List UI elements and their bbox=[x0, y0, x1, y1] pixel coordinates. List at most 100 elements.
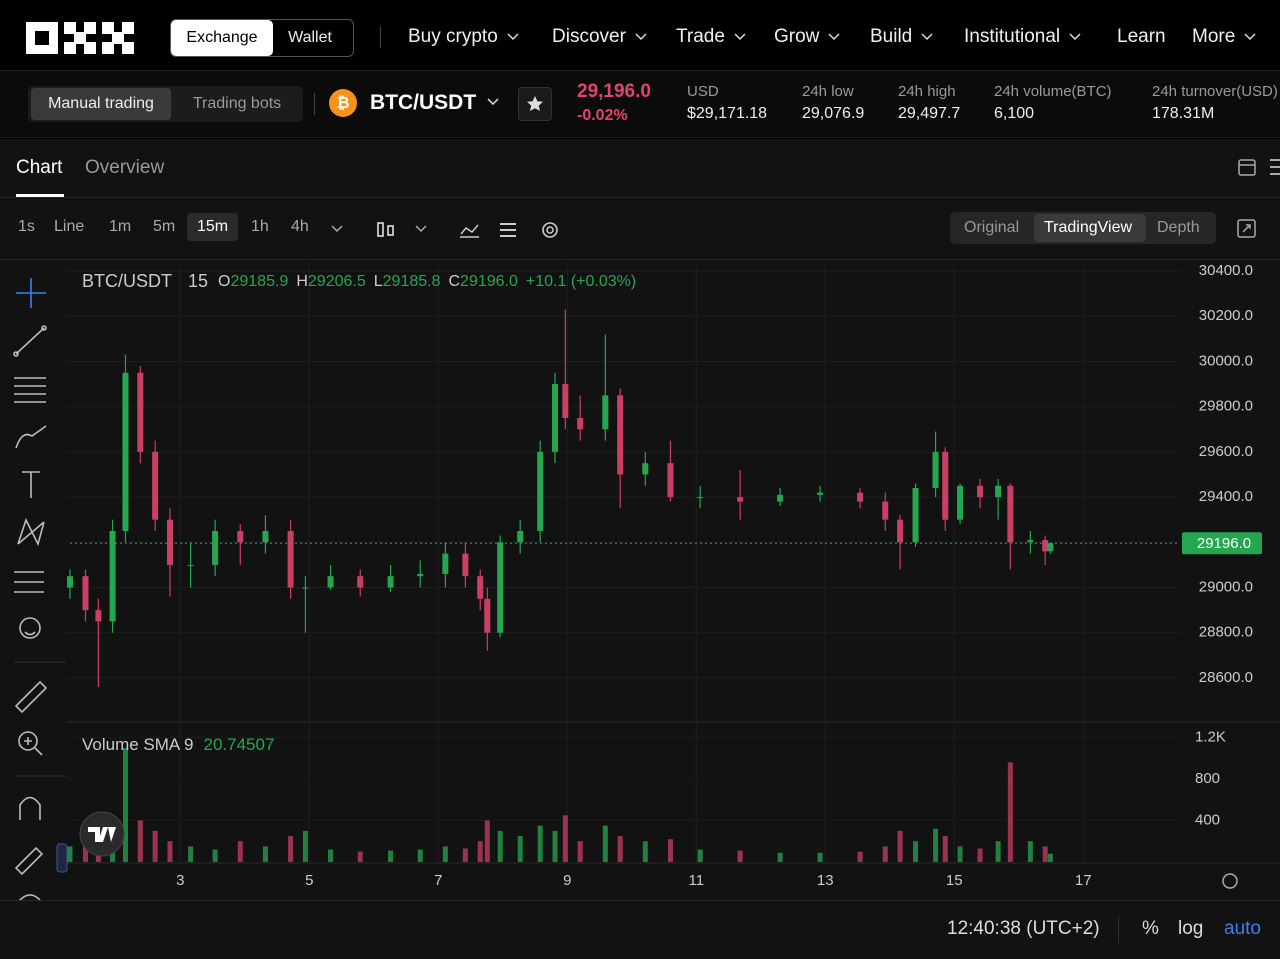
volume-bar bbox=[697, 849, 703, 862]
chevron bbox=[1244, 33, 1256, 41]
candle-body bbox=[897, 519, 904, 543]
y-tick-label: 29600.0 bbox=[1199, 443, 1253, 460]
volume-bar bbox=[82, 841, 88, 862]
y-tick-label: 29400.0 bbox=[1199, 488, 1253, 505]
candle-body bbox=[442, 553, 449, 574]
legend-part: 29196.0 bbox=[460, 273, 518, 290]
interval[interactable]: 5m bbox=[153, 218, 176, 235]
volume-bar bbox=[357, 851, 363, 862]
volume-bar bbox=[237, 841, 243, 862]
nav-item[interactable]: Buy crypto bbox=[408, 26, 520, 48]
y-tick-label: 30400.0 bbox=[1199, 262, 1253, 279]
volume-bar bbox=[562, 815, 568, 862]
toggle-option[interactable]: Exchange bbox=[171, 20, 273, 56]
candle-body bbox=[1042, 540, 1049, 552]
interval[interactable]: 4h bbox=[291, 218, 309, 235]
volume-bar bbox=[995, 841, 1001, 862]
stat-label: 24h turnover(USD) bbox=[1152, 83, 1278, 100]
logo[interactable] bbox=[26, 22, 134, 54]
volume-bar bbox=[288, 836, 294, 862]
mode-option[interactable]: Trading bots bbox=[192, 95, 282, 112]
interval[interactable]: Line bbox=[54, 218, 85, 235]
stat-value: 6,100 bbox=[994, 105, 1035, 122]
log-toggle[interactable]: log bbox=[1178, 918, 1204, 939]
candle-body bbox=[497, 542, 504, 633]
volume-bar bbox=[942, 836, 948, 862]
tool-icons[interactable] bbox=[326, 220, 566, 240]
view-option[interactable]: Original bbox=[964, 219, 1020, 236]
last-price-label: 29196.0 bbox=[1197, 535, 1251, 552]
candle-body bbox=[602, 395, 609, 430]
candle-body bbox=[1027, 540, 1034, 543]
candle-body bbox=[562, 384, 569, 418]
volume-bar bbox=[188, 846, 194, 862]
ticker-bar: Manual trading Trading bots ₿ BTC/USDT 2… bbox=[0, 71, 1280, 138]
volume-bar bbox=[933, 828, 939, 862]
interval[interactable]: 1h bbox=[251, 218, 269, 235]
legend-part: 29206.5 bbox=[308, 273, 366, 290]
y-tick-label: 29800.0 bbox=[1199, 398, 1253, 415]
auto-toggle[interactable]: auto bbox=[1224, 918, 1261, 939]
view-option[interactable]: TradingView bbox=[1044, 219, 1133, 236]
candle-body bbox=[212, 530, 219, 565]
view-option[interactable]: Depth bbox=[1157, 219, 1200, 236]
stat-value: 29,497.7 bbox=[898, 105, 961, 122]
x-tick-label: 15 bbox=[946, 872, 963, 889]
chevron[interactable] bbox=[486, 97, 500, 107]
candle-body bbox=[1047, 543, 1054, 552]
volume-bar bbox=[642, 841, 648, 862]
candle-body bbox=[932, 451, 939, 489]
stat-value: $29,171.18 bbox=[687, 105, 768, 122]
legend-part: BTC/USDT bbox=[82, 271, 172, 291]
mode-switch: Manual trading Trading bots bbox=[28, 86, 303, 122]
x-tick-label: 17 bbox=[1075, 872, 1092, 889]
legend-part: +10.1 (+0.03%) bbox=[526, 273, 636, 290]
nav-item[interactable]: Learn bbox=[1117, 26, 1166, 47]
nav-item[interactable]: Trade bbox=[676, 26, 747, 48]
stat-label: USD bbox=[687, 83, 719, 100]
volume-bar bbox=[577, 841, 583, 862]
top-nav: Exchange Wallet Buy crypto Discover Trade G… bbox=[0, 0, 1280, 71]
candle-body bbox=[237, 530, 244, 543]
pair[interactable]: BTC/USDT bbox=[370, 91, 477, 114]
nav-item[interactable]: Build bbox=[870, 26, 934, 48]
candle-body bbox=[517, 530, 524, 543]
drawing-tools[interactable] bbox=[0, 260, 66, 900]
collapse-handle bbox=[56, 843, 68, 873]
nav-item[interactable]: Grow bbox=[774, 26, 841, 48]
chevron bbox=[507, 33, 519, 41]
volume-bar bbox=[388, 850, 394, 862]
favorite-button[interactable] bbox=[518, 87, 552, 121]
toggle-option[interactable]: Wallet bbox=[288, 29, 332, 46]
tab[interactable]: Chart bbox=[16, 157, 63, 178]
candle-body bbox=[737, 497, 744, 502]
clock: 12:40:38 (UTC+2) bbox=[947, 918, 1100, 939]
view-switch: Original TradingView Depth bbox=[950, 212, 1216, 244]
svg-text:₿: ₿ bbox=[336, 94, 349, 112]
settings-icon bbox=[1222, 873, 1238, 889]
tab[interactable]: Overview bbox=[85, 157, 165, 178]
candle-body bbox=[387, 576, 394, 588]
chevron bbox=[734, 33, 746, 41]
last-price-tag bbox=[1182, 532, 1262, 555]
x-tick-label: 9 bbox=[563, 872, 571, 889]
interval[interactable]: 1m bbox=[109, 218, 132, 235]
y-tick-label: 400 bbox=[1195, 811, 1220, 828]
candle-body bbox=[477, 576, 484, 599]
percent-toggle[interactable]: % bbox=[1142, 918, 1159, 939]
layout-icons[interactable] bbox=[1236, 157, 1280, 179]
ohlc-legend: BTC/USDT 15 O29185.9 H29206.5 L29185.8 C29196… bbox=[82, 271, 636, 291]
fullscreen-icon[interactable] bbox=[1236, 218, 1258, 240]
nav-item[interactable]: Institutional bbox=[964, 26, 1082, 48]
interval[interactable]: 1s bbox=[18, 218, 35, 235]
interval[interactable]: 15m bbox=[187, 213, 239, 241]
nav-item[interactable]: More bbox=[1192, 26, 1257, 48]
nav-item[interactable]: Discover bbox=[552, 26, 648, 48]
candle-body bbox=[287, 530, 294, 588]
volume-bar bbox=[152, 830, 158, 862]
chevron bbox=[828, 33, 840, 41]
candle-body bbox=[302, 587, 309, 589]
mode-option[interactable]: Manual trading bbox=[31, 88, 171, 120]
legend-part: 29185.9 bbox=[230, 273, 288, 290]
